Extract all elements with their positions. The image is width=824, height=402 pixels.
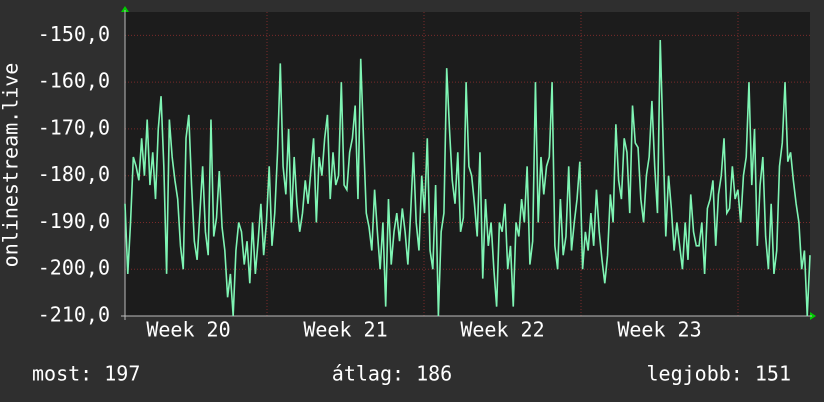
y-tick-label: -190,0 [38, 209, 110, 233]
y-tick-label: -210,0 [38, 303, 110, 327]
axis-arrow [810, 312, 816, 320]
y-axis-label: onlinestream.live [0, 63, 23, 268]
y-tick-label: -200,0 [38, 256, 110, 280]
y-tick-label: -150,0 [38, 22, 110, 46]
data-line [124, 40, 811, 317]
footer-stat: most: 197 [32, 362, 140, 386]
footer-stat: átlag: 186 [332, 362, 452, 386]
plot-area [125, 12, 810, 316]
y-tick-label: -160,0 [38, 69, 110, 93]
x-tick-label: Week 23 [617, 318, 701, 342]
y-tick-label: -180,0 [38, 162, 110, 186]
x-tick-label: Week 22 [460, 318, 544, 342]
x-tick-label: Week 21 [303, 318, 387, 342]
axis-arrow [121, 6, 129, 12]
x-tick-label: Week 20 [146, 318, 230, 342]
footer-stat: legjobb: 151 [647, 362, 792, 386]
y-tick-label: -170,0 [38, 115, 110, 139]
